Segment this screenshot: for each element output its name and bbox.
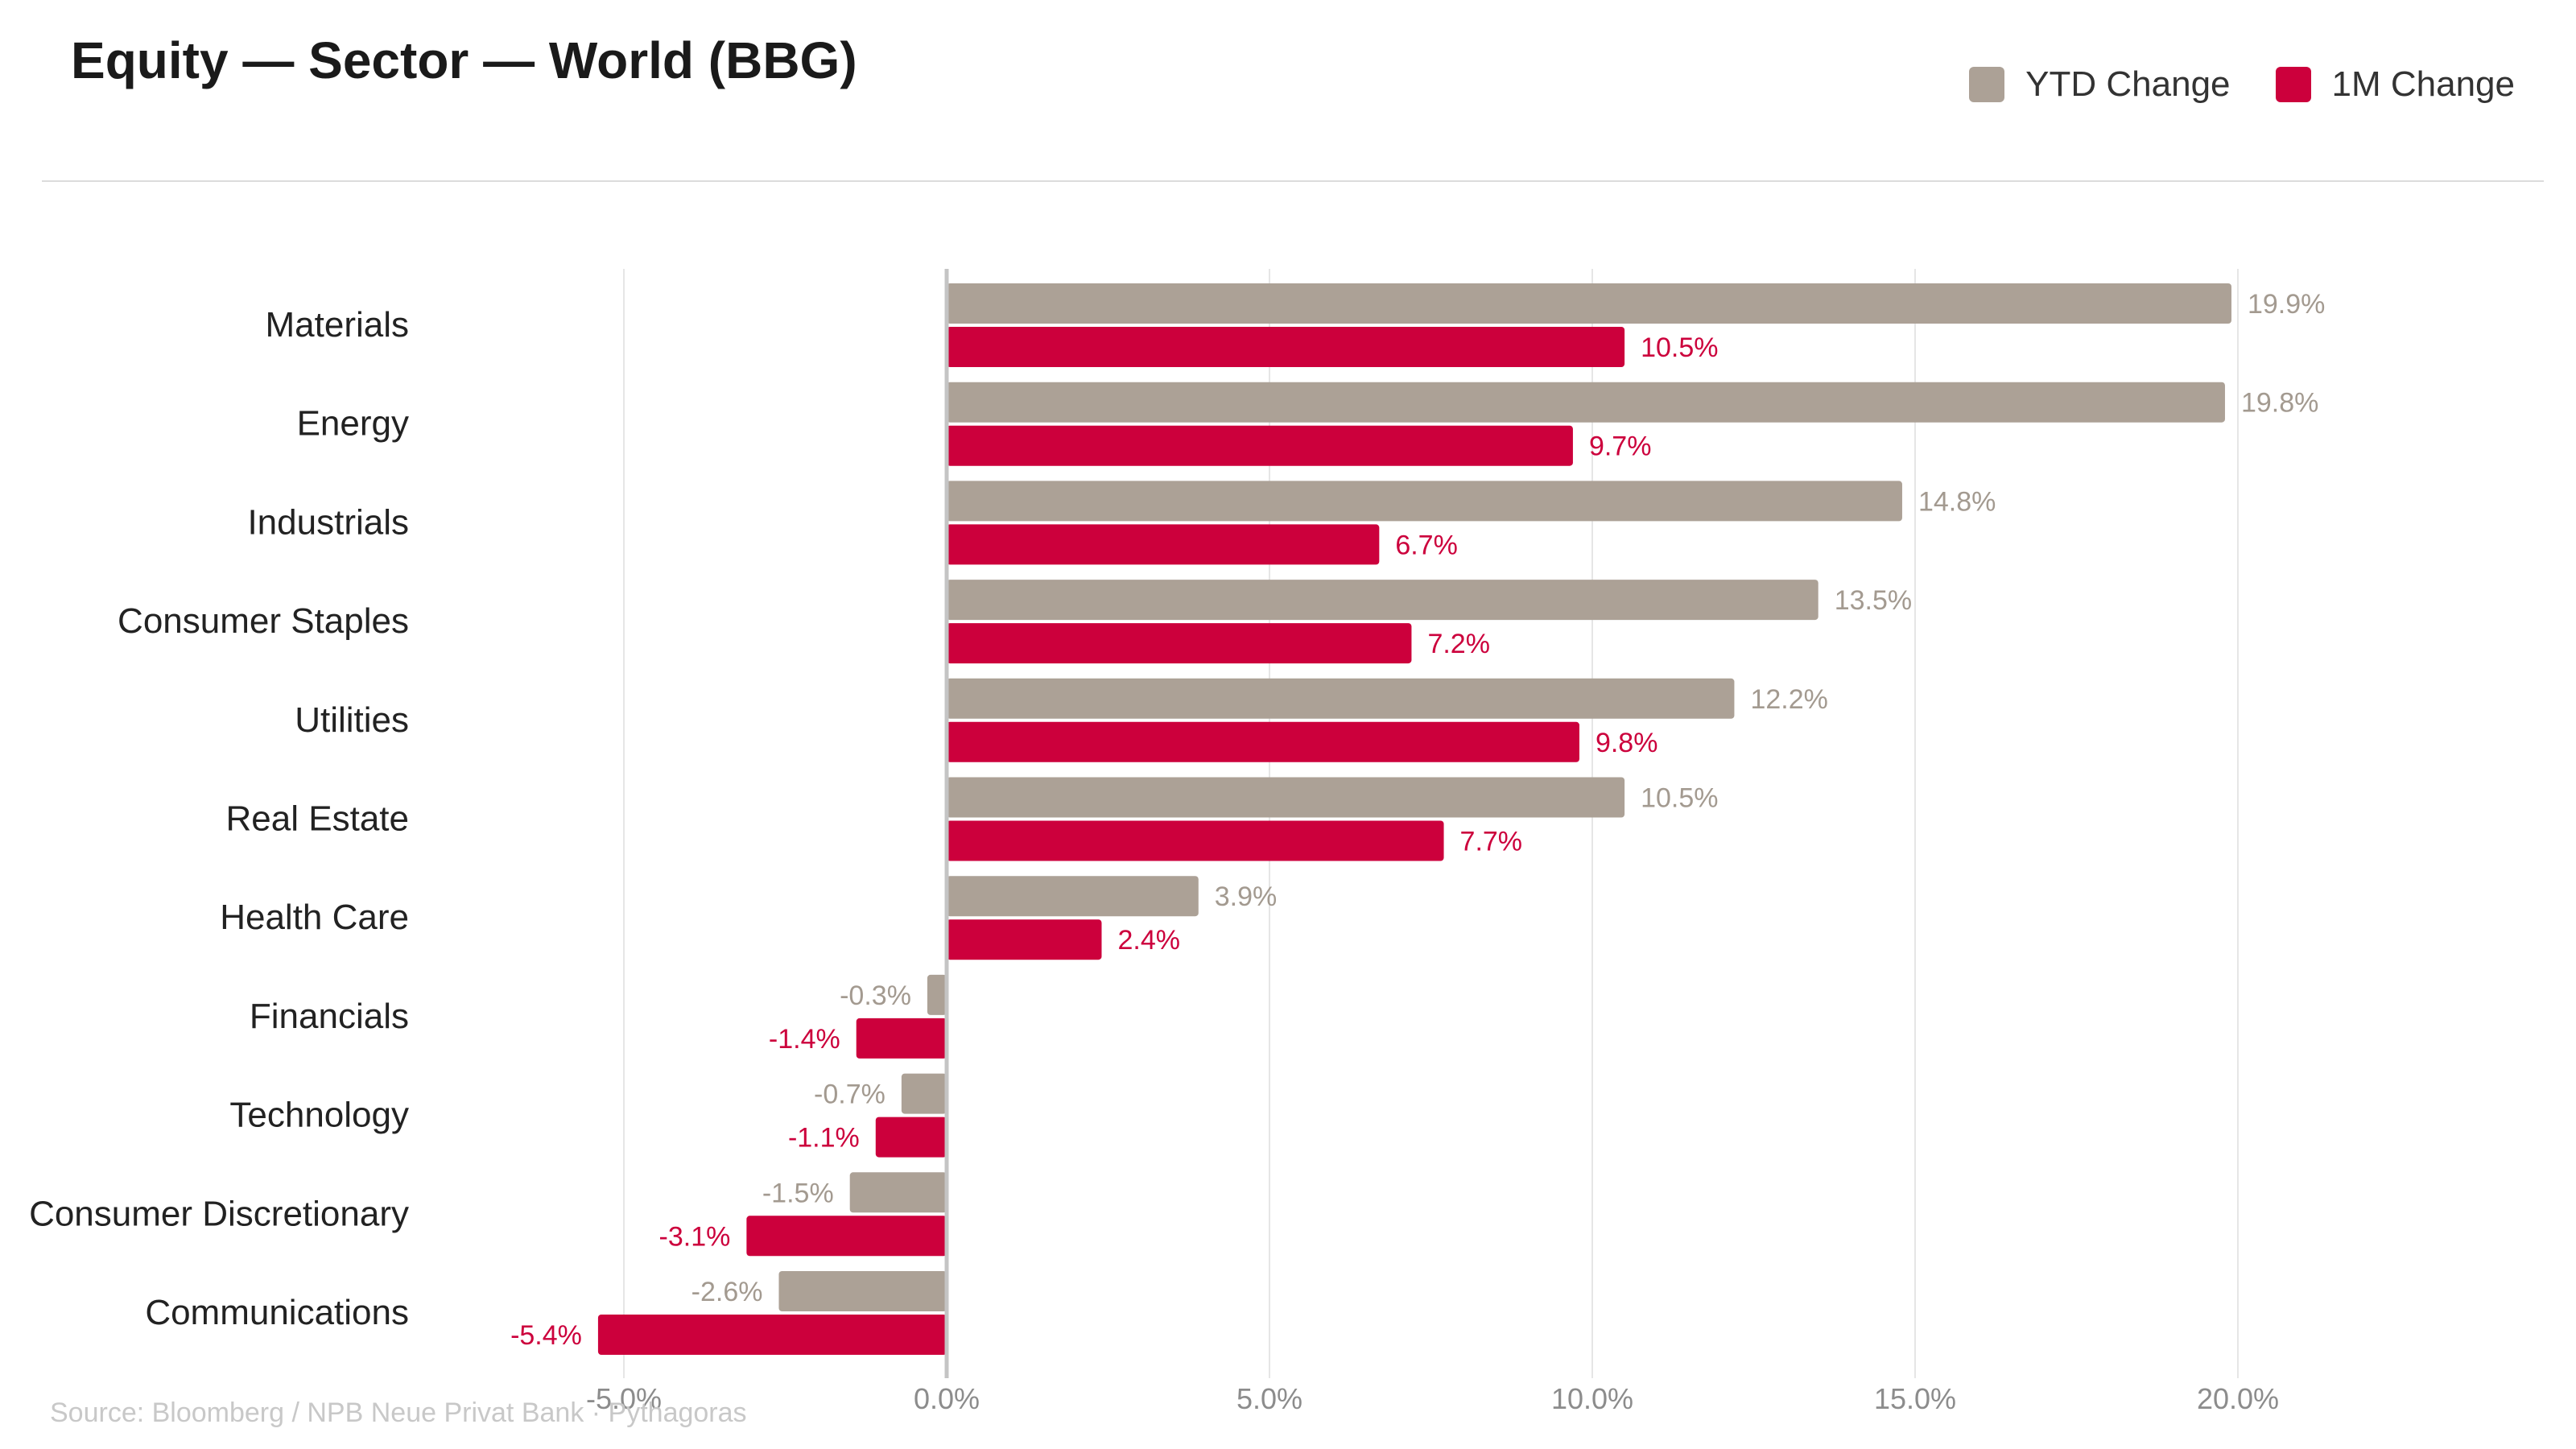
category-label: Industrials <box>247 502 409 542</box>
category-label: Materials <box>266 305 410 345</box>
header-divider <box>42 180 2544 182</box>
category-label: Consumer Discretionary <box>29 1194 409 1233</box>
data-label-ytd: 19.8% <box>2241 388 2318 419</box>
legend-label-1m: 1M Change <box>2331 64 2515 104</box>
x-tick-label: 5.0% <box>1236 1382 1302 1415</box>
data-label-1m: 10.5% <box>1641 332 1718 363</box>
data-label-ytd: 13.5% <box>1835 585 1912 616</box>
data-label-ytd: -0.3% <box>840 980 911 1011</box>
bar-1m <box>947 327 1625 367</box>
bar-ytd <box>778 1271 947 1311</box>
bar-ytd <box>947 777 1625 818</box>
data-label-1m: -1.4% <box>769 1024 840 1055</box>
category-label: Health Care <box>220 898 409 937</box>
x-tick-label: 10.0% <box>1551 1382 1633 1415</box>
data-label-1m: -1.1% <box>788 1123 860 1154</box>
bar-1m <box>875 1117 947 1158</box>
x-tick-label: 15.0% <box>1874 1382 1956 1415</box>
bar-1m <box>856 1018 947 1059</box>
data-label-1m: 7.2% <box>1427 629 1490 659</box>
bar-1m <box>746 1216 947 1257</box>
legend-item-1m: 1M Change <box>2275 64 2515 105</box>
bar-1m <box>947 919 1102 960</box>
category-label: Energy <box>297 404 409 444</box>
data-label-ytd: -1.5% <box>762 1178 834 1208</box>
category-label: Real Estate <box>226 799 409 839</box>
bar-ytd <box>947 876 1199 917</box>
category-label: Technology <box>229 1096 409 1135</box>
data-label-1m: -5.4% <box>510 1320 582 1351</box>
bar-ytd <box>947 678 1735 719</box>
bar-ytd <box>947 382 2225 423</box>
bar-1m <box>947 425 1573 466</box>
bar-ytd <box>849 1172 947 1213</box>
data-label-ytd: 3.9% <box>1215 881 1278 912</box>
x-tick-label: -5.0% <box>586 1382 662 1415</box>
category-label: Financials <box>250 997 409 1036</box>
bar-ytd <box>927 974 947 1015</box>
legend-swatch-ytd <box>1969 67 2005 102</box>
bar-1m <box>947 524 1380 565</box>
data-label-1m: 9.7% <box>1589 431 1652 462</box>
bar-1m <box>597 1315 947 1355</box>
category-label: Communications <box>145 1293 409 1332</box>
legend: YTD Change 1M Change <box>1969 64 2515 105</box>
data-label-1m: 9.8% <box>1596 728 1658 758</box>
data-label-1m: 2.4% <box>1117 925 1180 956</box>
x-tick-label: 20.0% <box>2197 1382 2279 1415</box>
source-note: Source: Bloomberg / NPB Neue Privat Bank… <box>50 1397 747 1428</box>
data-label-ytd: 12.2% <box>1750 684 1827 715</box>
data-label-1m: 7.7% <box>1460 827 1523 857</box>
bar-ytd <box>901 1073 947 1114</box>
data-label-ytd: 10.5% <box>1641 783 1718 814</box>
legend-item-ytd: YTD Change <box>1969 64 2231 105</box>
bar-1m <box>947 820 1444 861</box>
data-label-ytd: 19.9% <box>2248 289 2325 320</box>
category-label: Consumer Staples <box>118 601 409 641</box>
bar-ytd <box>947 283 2231 324</box>
data-label-ytd: -2.6% <box>691 1277 763 1307</box>
bar-1m <box>947 721 1579 762</box>
data-label-ytd: -0.7% <box>814 1080 886 1110</box>
legend-label-ytd: YTD Change <box>2025 64 2231 104</box>
legend-swatch-1m <box>2275 67 2311 102</box>
category-label: Utilities <box>295 700 409 740</box>
bar-ytd <box>947 580 1818 621</box>
bar-1m <box>947 623 1412 664</box>
data-label-1m: -3.1% <box>659 1221 731 1252</box>
data-label-1m: 6.7% <box>1395 530 1458 560</box>
data-label-ytd: 14.8% <box>1918 486 1996 517</box>
bar-ytd <box>947 481 1902 522</box>
x-tick-label: 0.0% <box>914 1382 980 1415</box>
chart-title: Equity — Sector — World (BBG) <box>71 31 857 89</box>
